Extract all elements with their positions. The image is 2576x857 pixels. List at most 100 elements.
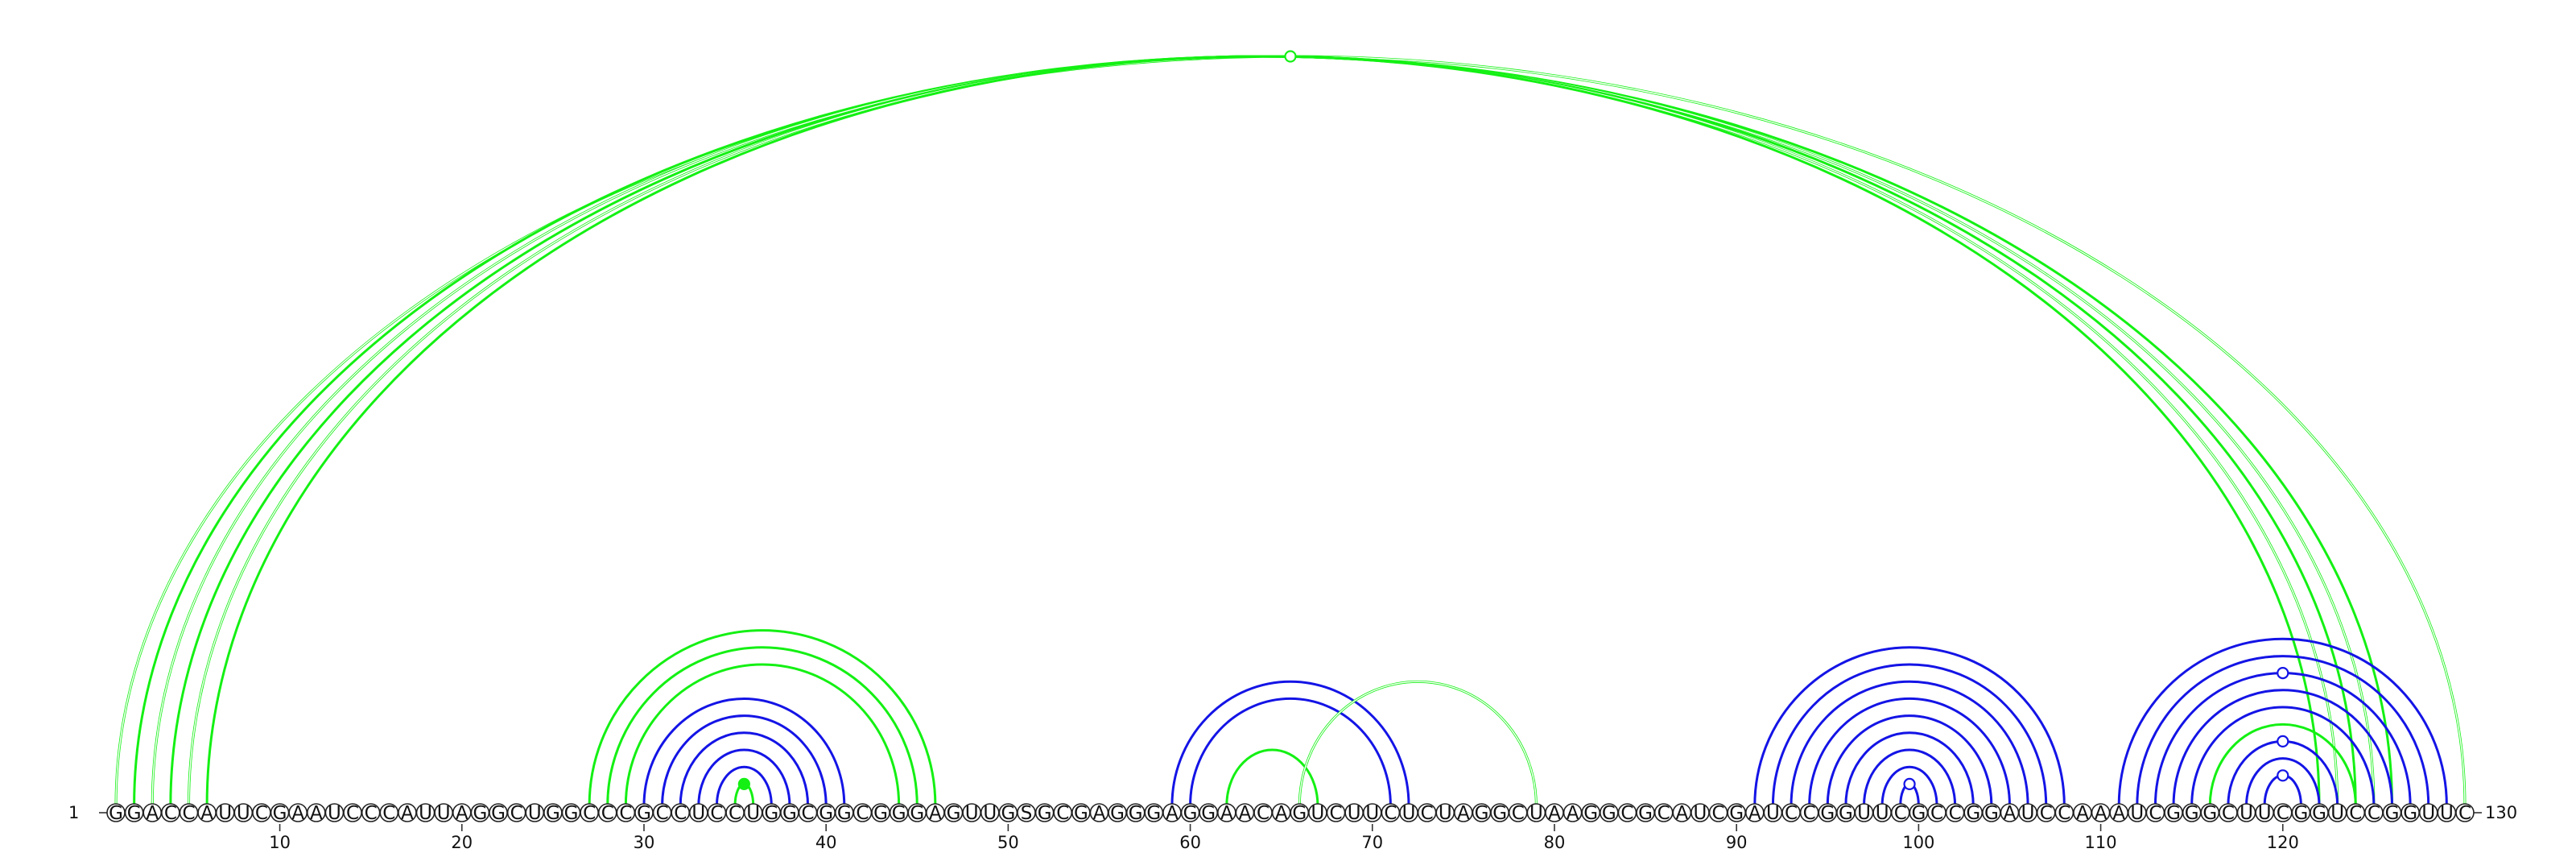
nucleotide-37: G bbox=[762, 803, 782, 824]
nucleotide-letter: C bbox=[2040, 803, 2053, 824]
nucleotide-letter: A bbox=[1675, 803, 1688, 824]
tick-label-70: 70 bbox=[1361, 833, 1383, 852]
nucleotide-123: U bbox=[2327, 803, 2347, 824]
nucleotide-letter: G bbox=[491, 803, 506, 824]
nucleotide-49: U bbox=[980, 803, 1000, 824]
base-pair-arc-31-40 bbox=[661, 714, 828, 806]
nucleotide-13: U bbox=[324, 803, 345, 824]
nucleotide-letter: C bbox=[2458, 803, 2471, 824]
nucleotide-letter: C bbox=[1620, 803, 1633, 824]
nucleotide-letter: U bbox=[1766, 803, 1780, 824]
tick-label-110: 110 bbox=[2085, 833, 2117, 852]
base-pair-arc-33-38 bbox=[697, 748, 791, 806]
nucleotide-129: U bbox=[2437, 803, 2457, 824]
nucleotide-letter: G bbox=[1839, 803, 1853, 824]
nucleotide-48: U bbox=[962, 803, 981, 824]
tick-label-40: 40 bbox=[815, 833, 837, 852]
nucleotide-letter: G bbox=[1038, 803, 1052, 824]
nucleotide-42: C bbox=[852, 803, 873, 824]
nucleotide-letter: C bbox=[2058, 803, 2070, 824]
nucleotide-56: G bbox=[1108, 803, 1127, 824]
nucleotide-letter: U bbox=[419, 803, 432, 824]
nucleotide-86: C bbox=[1653, 803, 1674, 824]
nucleotide-67: U bbox=[1308, 803, 1327, 824]
nucleotide-66: G bbox=[1290, 803, 1310, 824]
nucleotide-letter: A bbox=[1093, 803, 1106, 824]
nucleotide-letter: C bbox=[1785, 803, 1798, 824]
nucleotide-44: G bbox=[889, 803, 909, 824]
nucleotide-68: C bbox=[1326, 803, 1346, 824]
nucleotide-101: C bbox=[1927, 803, 1946, 824]
nucleotide-letter: G bbox=[1129, 803, 1143, 824]
nucleotide-9: C bbox=[252, 803, 271, 824]
nucleotide-letter: U bbox=[218, 803, 232, 824]
nucleotide-83: G bbox=[1600, 803, 1619, 824]
nucleotide-letter: G bbox=[947, 803, 961, 824]
nucleotide-letter: C bbox=[2349, 803, 2362, 824]
nucleotide-35: C bbox=[725, 803, 745, 824]
nucleotide-letter: U bbox=[691, 803, 705, 824]
base-pair-arc-93-106 bbox=[1790, 680, 2029, 806]
nucleotide-letter: U bbox=[437, 803, 451, 824]
nucleotide-letter: C bbox=[1384, 803, 1397, 824]
nucleotide-128: U bbox=[2418, 803, 2438, 824]
nucleotide-letter: C bbox=[856, 803, 869, 824]
nucleotide-letter: U bbox=[1857, 803, 1871, 824]
nucleotide-46: A bbox=[926, 803, 945, 824]
tick-label-120: 120 bbox=[2267, 833, 2299, 852]
nucleotide-letter: U bbox=[1348, 803, 1361, 824]
nucleotide-letter: A bbox=[291, 803, 304, 824]
nucleotide-letter: G bbox=[1201, 803, 1216, 824]
base-pair-arc-30-41 bbox=[642, 697, 846, 806]
nucleotide-letter: G bbox=[473, 803, 487, 824]
base-pair-arcs bbox=[114, 55, 2467, 806]
nucleotide-24: U bbox=[525, 803, 545, 824]
base-pair-arc-5-123 bbox=[187, 55, 2339, 806]
nucleotide-115: G bbox=[2182, 803, 2202, 824]
nucleotide-letter: A bbox=[1220, 803, 1233, 824]
sequence-start-label: 1 bbox=[68, 803, 79, 822]
nucleotide-letter: U bbox=[2258, 803, 2272, 824]
base-pair-arc-95-104 bbox=[1826, 714, 1993, 806]
nucleotide-letter: G bbox=[782, 803, 797, 824]
base-pair-arc-66-79 bbox=[1298, 680, 1538, 806]
nucleotide-85: G bbox=[1636, 803, 1655, 824]
nucleotide-letter: A bbox=[146, 803, 159, 824]
nucleotide-79: U bbox=[1526, 803, 1546, 824]
nucleotide-71: C bbox=[1381, 803, 1401, 824]
nucleotide-letter: U bbox=[1439, 803, 1452, 824]
arc-marker-35-36 bbox=[737, 777, 750, 791]
nucleotide-75: A bbox=[1454, 803, 1473, 824]
nucleotide-letter: G bbox=[1638, 803, 1653, 824]
nucleotide-2: G bbox=[124, 803, 144, 824]
nucleotide-letter: C bbox=[1930, 803, 1943, 824]
nucleotide-74: U bbox=[1435, 803, 1455, 824]
nucleotide-45: G bbox=[907, 803, 927, 824]
nucleotide-120: C bbox=[2273, 803, 2293, 824]
arc-marker-99-100 bbox=[1903, 777, 1916, 791]
nucleotide-52: G bbox=[1034, 803, 1055, 824]
nucleotide-26: G bbox=[561, 803, 581, 824]
nucleotide-letter: G bbox=[1602, 803, 1616, 824]
nucleotide-letter: C bbox=[1803, 803, 1816, 824]
base-pair-arc-91-108 bbox=[1753, 646, 2066, 806]
nucleotide-72: U bbox=[1399, 803, 1418, 824]
nucleotide-letter: C bbox=[382, 803, 395, 824]
base-pair-arc-116-124 bbox=[2208, 722, 2357, 806]
nucleotide-111: A bbox=[2109, 803, 2128, 824]
nucleotide-letter: U bbox=[1694, 803, 1707, 824]
nucleotide-letter: U bbox=[965, 803, 979, 824]
nucleotide-letter: A bbox=[1748, 803, 1761, 824]
nucleotide-letter: C bbox=[2277, 803, 2289, 824]
base-pair-arc-112-128 bbox=[2136, 654, 2430, 806]
nucleotide-letter: A bbox=[1567, 803, 1579, 824]
nucleotide-letter: C bbox=[729, 803, 741, 824]
nucleotide-12: A bbox=[307, 803, 326, 824]
base-pair-arc-28-45 bbox=[606, 646, 919, 806]
base-pair-arc-97-102 bbox=[1863, 748, 1957, 806]
nucleotide-6: A bbox=[197, 803, 217, 824]
nucleotide-7: U bbox=[215, 803, 235, 824]
nucleotide-16: C bbox=[379, 803, 399, 824]
nucleotide-27: C bbox=[580, 803, 599, 824]
nucleotide-letter: A bbox=[310, 803, 323, 824]
